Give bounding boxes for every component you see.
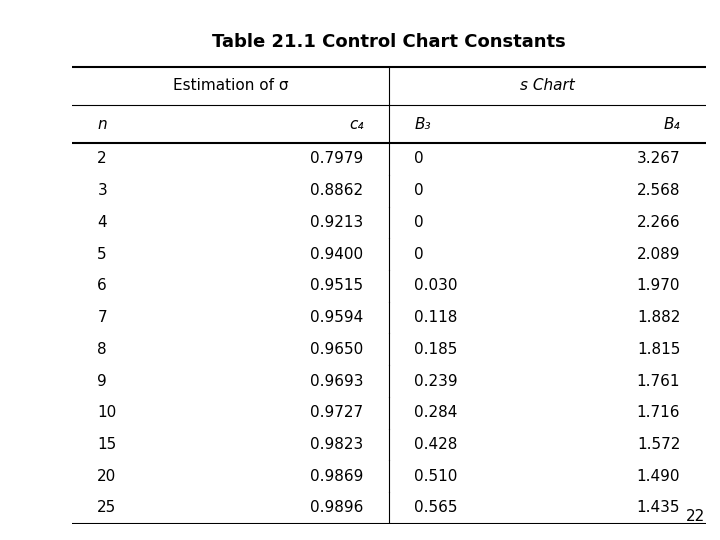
- Text: 0.8862: 0.8862: [310, 183, 364, 198]
- Text: 0.9896: 0.9896: [310, 501, 364, 516]
- Text: 0.9869: 0.9869: [310, 469, 364, 484]
- Text: B₄: B₄: [664, 117, 680, 132]
- Text: 22: 22: [686, 509, 706, 524]
- Text: 1.815: 1.815: [637, 342, 680, 357]
- Text: c₄: c₄: [349, 117, 364, 132]
- Text: 0.030: 0.030: [414, 278, 458, 293]
- Text: 20: 20: [97, 469, 117, 484]
- Text: 0.9727: 0.9727: [310, 405, 364, 420]
- Text: 4: 4: [97, 215, 107, 230]
- Text: 10: 10: [97, 405, 117, 420]
- Text: 2: 2: [97, 151, 107, 166]
- Text: 1.572: 1.572: [637, 437, 680, 452]
- Text: 0.118: 0.118: [414, 310, 457, 325]
- Text: n: n: [97, 117, 107, 132]
- Text: 0.7979: 0.7979: [310, 151, 364, 166]
- Text: 0.239: 0.239: [414, 374, 458, 389]
- Text: 0: 0: [414, 151, 424, 166]
- Text: 8: 8: [97, 342, 107, 357]
- Text: 1.882: 1.882: [637, 310, 680, 325]
- Text: 0.428: 0.428: [414, 437, 457, 452]
- Text: 0.9400: 0.9400: [310, 247, 364, 262]
- Text: 0.284: 0.284: [414, 405, 457, 420]
- Text: Table 21.1 Control Chart Constants: Table 21.1 Control Chart Constants: [212, 32, 566, 51]
- Text: B₃: B₃: [414, 117, 431, 132]
- Text: 0.9823: 0.9823: [310, 437, 364, 452]
- Text: 0.9515: 0.9515: [310, 278, 364, 293]
- Text: 1.435: 1.435: [636, 501, 680, 516]
- Text: 1.716: 1.716: [636, 405, 680, 420]
- Text: 0.185: 0.185: [414, 342, 457, 357]
- Text: 3.267: 3.267: [636, 151, 680, 166]
- Text: 0.9213: 0.9213: [310, 215, 364, 230]
- Text: Estimation of σ: Estimation of σ: [173, 78, 288, 93]
- Text: 5: 5: [97, 247, 107, 262]
- Text: 0: 0: [414, 183, 424, 198]
- Text: 0.9594: 0.9594: [310, 310, 364, 325]
- Text: 0.9650: 0.9650: [310, 342, 364, 357]
- Text: 0.510: 0.510: [414, 469, 457, 484]
- Text: 2.568: 2.568: [636, 183, 680, 198]
- Text: 0: 0: [414, 247, 424, 262]
- Text: 3: 3: [97, 183, 107, 198]
- Text: 0: 0: [414, 215, 424, 230]
- Text: s Chart: s Chart: [520, 78, 575, 93]
- Text: 7: 7: [97, 310, 107, 325]
- Text: Chapter 21: Chapter 21: [22, 201, 42, 339]
- Text: 6: 6: [97, 278, 107, 293]
- Text: 9: 9: [97, 374, 107, 389]
- Text: 0.565: 0.565: [414, 501, 458, 516]
- Text: 1.970: 1.970: [636, 278, 680, 293]
- Text: 1.761: 1.761: [636, 374, 680, 389]
- Text: 1.490: 1.490: [636, 469, 680, 484]
- Text: 2.266: 2.266: [636, 215, 680, 230]
- Text: 2.089: 2.089: [636, 247, 680, 262]
- Text: 25: 25: [97, 501, 117, 516]
- Text: 15: 15: [97, 437, 117, 452]
- Text: 0.9693: 0.9693: [310, 374, 364, 389]
